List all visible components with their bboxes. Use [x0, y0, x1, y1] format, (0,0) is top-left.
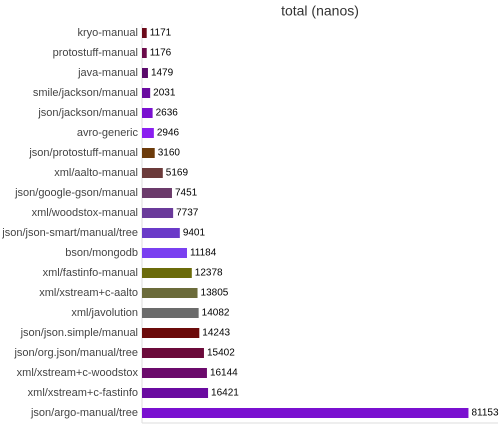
value-label: 9401 [183, 228, 206, 239]
y-tick-label: xml/xstream+c-aalto [39, 287, 138, 299]
y-tick-label: xml/fastinfo-manual [43, 267, 138, 279]
bar [142, 228, 180, 238]
bar [142, 128, 154, 138]
y-tick-label: kryo-manual [77, 27, 138, 39]
bar [142, 288, 198, 298]
y-tick-label: json/json-smart/manual/tree [1, 227, 138, 239]
value-label: 7451 [175, 188, 198, 199]
y-tick-label: json/jackson/manual [37, 107, 138, 119]
bar [142, 88, 151, 98]
value-label: 14082 [202, 308, 230, 319]
bar [142, 108, 153, 118]
y-tick-label: xml/woodstox-manual [32, 207, 138, 219]
bar [142, 208, 174, 218]
value-label: 1171 [150, 28, 172, 39]
bar [142, 168, 163, 178]
bar [142, 68, 148, 78]
y-tick-label: json/json.simple/manual [20, 327, 138, 339]
chart-title: total (nanos) [281, 3, 359, 19]
bar [142, 308, 199, 318]
value-label: 15402 [207, 348, 235, 359]
y-tick-label: json/protostuff-manual [28, 147, 138, 159]
value-label: 13805 [201, 288, 229, 299]
bar [142, 148, 155, 158]
bar [142, 368, 207, 378]
bar [142, 328, 200, 338]
bar [142, 348, 204, 358]
y-tick-label: bson/mongodb [65, 247, 138, 259]
value-label: 16144 [210, 368, 238, 379]
value-label: 5169 [166, 168, 189, 179]
value-label: 12378 [195, 268, 223, 279]
value-label: 2031 [153, 88, 176, 99]
y-tick-label: java-manual [77, 67, 138, 79]
y-tick-label: json/org.json/manual/tree [13, 347, 138, 359]
y-tick-label: xml/javolution [71, 307, 138, 319]
bar [142, 388, 209, 398]
y-tick-label: xml/xstream+c-woodstox [17, 367, 139, 379]
value-label: 7737 [176, 208, 199, 219]
value-label: 14243 [202, 328, 230, 339]
bar [142, 28, 147, 38]
y-tick-label: smile/jackson/manual [33, 87, 138, 99]
bar [142, 248, 187, 258]
y-tick-label: xml/aalto-manual [54, 167, 138, 179]
value-label: 1479 [151, 68, 174, 79]
y-tick-label: protostuff-manual [53, 47, 138, 59]
y-tick-label: json/google-gson/manual [14, 187, 138, 199]
value-label: 2946 [157, 128, 180, 139]
y-tick-label: avro-generic [77, 127, 139, 139]
bar [142, 188, 172, 198]
bar [142, 408, 469, 418]
y-tick-label: xml/xstream+c-fastinfo [28, 387, 138, 399]
bar [142, 48, 147, 58]
value-label: 3160 [158, 148, 181, 159]
value-label: 1176 [150, 48, 172, 59]
value-label: 81153 [471, 408, 499, 419]
value-label: 2636 [156, 108, 179, 119]
value-label: 11184 [190, 248, 217, 259]
y-tick-label: json/argo-manual/tree [30, 407, 138, 419]
bar [142, 268, 192, 278]
value-label: 16421 [211, 388, 239, 399]
